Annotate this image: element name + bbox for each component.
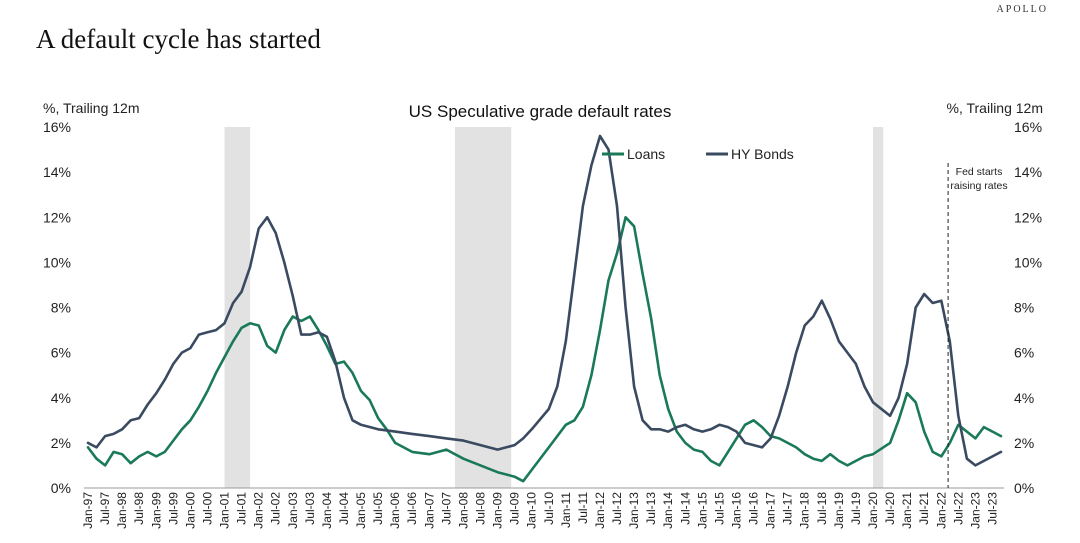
y-tick-label-right: 2% xyxy=(1014,435,1034,451)
x-tick-label: Jan-97 xyxy=(81,492,95,529)
x-tick-label: Jul-23 xyxy=(985,492,999,525)
x-tick-label: Jan-07 xyxy=(422,492,436,529)
x-tick-label: Jul-12 xyxy=(610,492,624,525)
recession-band xyxy=(454,127,512,488)
x-tick-label: Jul-00 xyxy=(200,492,214,525)
x-tick-label: Jan-06 xyxy=(388,492,402,529)
x-tick-label: Jan-04 xyxy=(320,492,334,529)
y-tick-label-left: 4% xyxy=(51,390,71,406)
x-tick-label: Jan-05 xyxy=(354,492,368,529)
x-tick-label: Jul-09 xyxy=(508,492,522,525)
x-tick-label: Jul-17 xyxy=(781,492,795,525)
y-tick-label-left: 6% xyxy=(51,345,71,361)
x-tick-label: Jan-21 xyxy=(900,492,914,529)
y-axis-right: 0% 2% 4% 6% 8% 10% 12% 14% 16% xyxy=(1014,119,1042,496)
x-tick-label: Jul-97 xyxy=(98,492,112,525)
x-tick-label: Jul-11 xyxy=(576,492,590,524)
x-tick-label: Jul-05 xyxy=(371,492,385,525)
y-tick-label-left: 14% xyxy=(43,164,71,180)
y-tick-label-right: 4% xyxy=(1014,390,1034,406)
y-tick-label-left: 8% xyxy=(51,300,71,316)
y-tick-label-right: 12% xyxy=(1014,209,1042,225)
x-tick-label: Jan-01 xyxy=(218,492,232,529)
y-tick-label-left: 0% xyxy=(51,480,71,496)
x-tick-label: Jan-19 xyxy=(832,492,846,529)
legend-hy-bonds-label: HY Bonds xyxy=(731,146,794,162)
y-tick-label-left: 16% xyxy=(43,119,71,135)
y-tick-label-left: 2% xyxy=(51,435,71,451)
x-tick-label: Jul-15 xyxy=(712,492,726,525)
brand-logo: APOLLO xyxy=(996,4,1048,15)
x-tick-label: Jul-19 xyxy=(849,492,863,525)
x-tick-label: Jan-23 xyxy=(968,492,982,529)
x-tick-label: Jan-09 xyxy=(491,492,505,529)
x-tick-label: Jan-13 xyxy=(627,492,641,529)
x-tick-label: Jul-21 xyxy=(917,492,931,525)
x-tick-label: Jan-17 xyxy=(764,492,778,529)
legend-loans-label: Loans xyxy=(627,146,665,162)
x-tick-label: Jan-16 xyxy=(729,492,743,529)
x-tick-label: Jul-06 xyxy=(405,492,419,525)
x-tick-label: Jul-13 xyxy=(644,492,658,525)
y-tick-label-right: 14% xyxy=(1014,164,1042,180)
x-tick-label: Jan-14 xyxy=(661,492,675,529)
annotation-line-1: Fed starts xyxy=(956,166,1003,178)
x-tick-label: Jul-01 xyxy=(235,492,249,525)
x-axis: Jan-97 Jul-97 Jan-98 Jul-98 Jan-99 Jul-99 Jan-… xyxy=(81,492,999,529)
page-title: A default cycle has started xyxy=(36,24,321,54)
y-tick-label-right: 8% xyxy=(1014,300,1034,316)
series-line-hy-bonds xyxy=(86,134,1003,467)
x-tick-label: Jul-98 xyxy=(132,492,146,525)
annotation-line-2: raising rates xyxy=(950,180,1007,192)
x-tick-label: Jan-98 xyxy=(115,492,129,529)
y-axis-left: 0% 2% 4% 6% 8% 10% 12% 14% 16% xyxy=(43,119,71,496)
x-tick-label: Jul-14 xyxy=(678,492,692,525)
y-tick-label-left: 12% xyxy=(43,209,71,225)
x-tick-label: Jul-10 xyxy=(542,492,556,525)
x-tick-label: Jan-20 xyxy=(866,492,880,529)
x-tick-label: Jul-04 xyxy=(337,492,351,525)
y-tick-label-right: 0% xyxy=(1014,480,1034,496)
recession-band xyxy=(224,127,251,488)
y-axis-label-right: %, Trailing 12m xyxy=(947,100,1043,116)
y-tick-label-right: 10% xyxy=(1014,254,1042,270)
x-tick-label: Jul-07 xyxy=(439,492,453,525)
x-tick-label: Jul-99 xyxy=(166,492,180,525)
x-tick-label: Jan-11 xyxy=(559,492,573,528)
recession-band xyxy=(873,127,884,488)
x-tick-label: Jul-20 xyxy=(883,492,897,525)
y-tick-label-left: 10% xyxy=(43,254,71,270)
x-tick-label: Jan-10 xyxy=(525,492,539,529)
x-tick-label: Jan-00 xyxy=(183,492,197,529)
x-tick-label: Jul-08 xyxy=(474,492,488,525)
x-tick-label: Jan-03 xyxy=(286,492,300,529)
x-tick-label: Jan-02 xyxy=(252,492,266,529)
x-tick-label: Jan-12 xyxy=(593,492,607,529)
chart-title: US Speculative grade default rates xyxy=(409,102,672,121)
x-tick-label: Jul-02 xyxy=(269,492,283,525)
x-tick-label: Jul-22 xyxy=(951,492,965,525)
x-tick-label: Jan-22 xyxy=(934,492,948,529)
series-lines xyxy=(86,134,1003,483)
x-tick-label: Jul-18 xyxy=(815,492,829,525)
x-tick-label: Jan-18 xyxy=(798,492,812,529)
y-tick-label-right: 6% xyxy=(1014,345,1034,361)
x-tick-label: Jul-03 xyxy=(303,492,317,525)
y-axis-label-left: %, Trailing 12m xyxy=(43,100,139,116)
recession-shading xyxy=(224,127,884,488)
legend: Loans HY Bonds xyxy=(602,146,794,162)
x-tick-label: Jul-16 xyxy=(747,492,761,525)
x-tick-label: Jan-08 xyxy=(456,492,470,529)
y-tick-label-right: 16% xyxy=(1014,119,1042,135)
x-tick-label: Jan-99 xyxy=(149,492,163,529)
x-tick-label: Jan-15 xyxy=(695,492,709,529)
series-line-loans xyxy=(86,216,1003,483)
